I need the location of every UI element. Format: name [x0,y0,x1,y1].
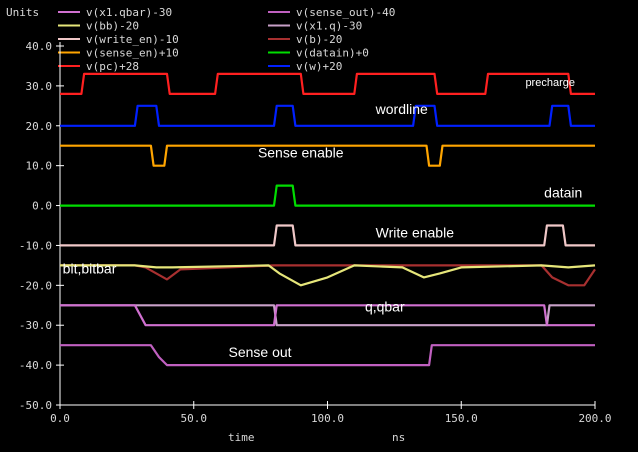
annotation-label: precharge [525,77,575,89]
annotation-label: Sense enable [258,145,344,161]
legend-label: v(pc)+28 [86,60,139,73]
legend-entry: v(pc)+28 [58,60,139,73]
y-tick-label: -10.0 [19,239,52,252]
series-line [60,264,596,287]
y-tick-label: 20.0 [26,120,53,133]
legend-entry: v(write_en)-10 [58,33,179,46]
x-tick-label: 50.0 [181,412,208,425]
legend-entry: v(x1.qbar)-30 [58,6,172,19]
series-line [60,72,595,95]
series-line [60,104,595,127]
units-label: Units [6,6,39,19]
annotation-label: datain [544,185,582,201]
legend-label: v(sense_out)-40 [296,6,395,19]
legend-label: v(datain)+0 [296,47,369,60]
legend-entry: v(sense_out)-40 [268,6,395,19]
y-tick-label: 10.0 [26,160,53,173]
y-tick-label: 0.0 [32,200,52,213]
series-line [60,224,595,247]
y-tick-label: -20.0 [19,279,52,292]
legend-label: v(bb)-20 [86,20,139,33]
annotation-label: wordline [375,101,428,117]
legend-label: v(w)+20 [296,60,342,73]
x-axis-ticks: 0.0 50.0 100.0 150.0 200.0 [50,401,612,425]
legend: v(x1.qbar)-30 v(sense_out)-40 v(bb)-20 v(x1… [58,6,395,73]
legend-entry: v(x1.q)-30 [268,20,362,33]
legend-entry: v(datain)+0 [268,47,369,60]
x-tick-label: 0.0 [50,412,70,425]
annotation-label: Sense out [229,344,292,360]
y-tick-label: -50.0 [19,399,52,412]
series-line [60,304,595,327]
legend-entry: v(w)+20 [268,60,342,73]
legend-label: v(x1.qbar)-30 [86,6,172,19]
annotation-label: Write enable [376,224,455,240]
annotation-label: q,qbar [365,298,405,314]
legend-entry: v(b)-20 [268,33,342,46]
x-tick-label: 200.0 [578,412,611,425]
series-line [60,184,595,207]
legend-label: v(write_en)-10 [86,33,179,46]
x-axis-unit: ns [392,431,405,444]
y-axis-ticks: 40.0 30.0 20.0 10.0 0.0 -10.0 -20.0 -30.0 -40.0 -… [19,40,64,412]
series-line [60,304,595,327]
y-tick-label: 30.0 [26,80,53,93]
y-tick-label: 40.0 [26,40,53,53]
legend-entry: v(bb)-20 [58,20,139,33]
x-tick-label: 150.0 [445,412,478,425]
legend-label: v(b)-20 [296,33,342,46]
annotation-label: bit,bitbar [63,260,117,276]
legend-label: v(sense_en)+10 [86,47,179,60]
series-line [60,344,595,367]
legend-entry: v(sense_en)+10 [58,47,179,60]
series-line [60,264,596,287]
y-tick-label: -40.0 [19,359,52,372]
series-line [60,144,595,167]
x-tick-label: 100.0 [311,412,344,425]
x-axis-label: time [228,431,255,444]
annotations: precharge wordline Sense enable datain Write… [63,77,583,360]
y-tick-label: -30.0 [19,319,52,332]
legend-label: v(x1.q)-30 [296,20,362,33]
series-group [60,72,596,367]
